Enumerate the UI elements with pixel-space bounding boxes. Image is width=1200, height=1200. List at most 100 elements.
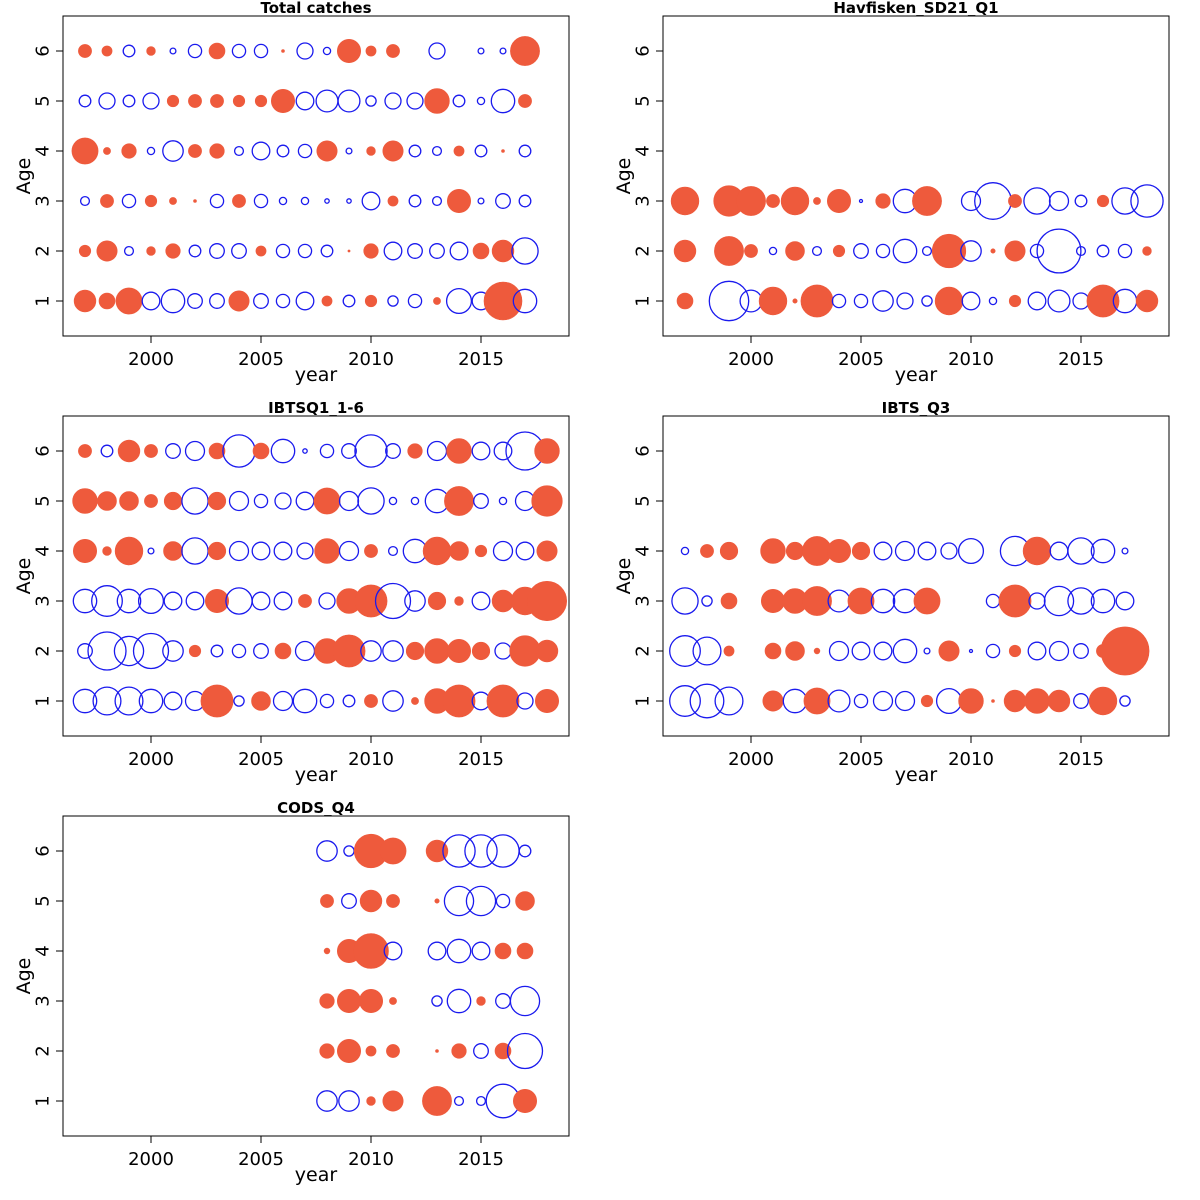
- bubble-positive: [1135, 289, 1159, 313]
- bubble-negative: [228, 490, 250, 512]
- bubble-positive: [938, 640, 960, 662]
- bubbles: [71, 36, 540, 321]
- y-axis: 1 2 3 4 5 6: [632, 445, 663, 707]
- bubble-negative: [452, 94, 466, 108]
- bubble-positive: [766, 194, 780, 208]
- bubble-negative: [122, 94, 136, 108]
- bubble-positive: [442, 684, 476, 718]
- bubble-negative: [404, 590, 426, 612]
- bubble-negative: [365, 95, 377, 107]
- bubble-positive: [826, 538, 851, 563]
- bubble-negative: [273, 541, 293, 561]
- bubble-negative: [231, 643, 247, 659]
- x-tick-label: 2010: [348, 1149, 394, 1170]
- bubble-positive: [205, 588, 230, 613]
- panel-title: CODS_Q4: [277, 799, 355, 817]
- y-tick-label: 1: [632, 295, 653, 306]
- bubble-negative: [442, 834, 476, 868]
- y-axis-label: Age: [13, 158, 35, 195]
- x-tick-label: 2005: [238, 1149, 284, 1170]
- bubble-positive: [1008, 294, 1022, 308]
- bubble-positive: [990, 248, 996, 254]
- bubble-positive: [483, 281, 523, 321]
- x-tick-label: 2005: [238, 349, 284, 370]
- bubble-positive: [762, 690, 784, 712]
- bubble-negative: [1074, 194, 1088, 208]
- bubble-negative: [475, 1095, 487, 1107]
- bubble-negative: [515, 541, 535, 561]
- bubble-positive: [208, 442, 226, 460]
- bubble-positive: [103, 147, 111, 155]
- x-tick-label: 2000: [128, 349, 174, 370]
- bubble-negative: [708, 280, 750, 322]
- bubble-negative: [406, 92, 424, 110]
- bubble-negative: [471, 941, 491, 961]
- bubble-positive: [319, 993, 335, 1009]
- bubble-positive: [958, 688, 984, 714]
- bubble-positive: [451, 1043, 467, 1059]
- bubble-positive: [115, 287, 143, 315]
- bubble-positive: [1142, 246, 1152, 256]
- bubble-negative: [921, 245, 933, 257]
- bubble-negative: [471, 591, 491, 611]
- bubble-positive: [785, 241, 805, 261]
- bubble-positive: [494, 1042, 512, 1060]
- bubble-negative: [138, 688, 164, 714]
- bubble-positive: [382, 1090, 404, 1112]
- bubble-positive: [255, 245, 267, 257]
- y-tick-label: 6: [32, 45, 53, 56]
- y-tick-label: 5: [32, 95, 53, 106]
- bubble-positive: [851, 541, 871, 561]
- bubble-negative: [671, 587, 699, 615]
- bubble-positive: [336, 38, 361, 63]
- panel-ibts-q3: IBTS_Q3 2000 2005 2010 2015 1 2 3 4 5 6 year Age: [613, 399, 1170, 786]
- bubble-negative: [1043, 585, 1075, 617]
- bubble-negative: [297, 243, 313, 259]
- plot-frame: [62, 415, 570, 737]
- bubble-positive: [336, 988, 361, 1013]
- x-tick-label: 2015: [458, 749, 504, 770]
- bubble-positive: [847, 587, 875, 615]
- bubble-positive: [209, 143, 225, 159]
- bubble-negative: [322, 46, 332, 56]
- bubble-negative: [302, 448, 308, 454]
- bubble-positive: [386, 44, 400, 58]
- y-axis-label: Age: [613, 158, 635, 195]
- y-axis-label: Age: [13, 558, 35, 595]
- bubble-negative: [228, 540, 250, 562]
- bubble-negative: [917, 541, 937, 561]
- bubble-positive: [760, 538, 786, 564]
- bubble-negative: [253, 293, 269, 309]
- bubble-negative: [446, 938, 472, 964]
- bubble-negative: [495, 193, 511, 209]
- bubble-negative: [181, 537, 209, 565]
- bubble-negative: [295, 91, 315, 111]
- bubble-negative: [511, 237, 539, 265]
- bubble-negative: [165, 443, 181, 459]
- panel-title: IBTS_Q3: [882, 399, 951, 417]
- bubble-positive: [163, 541, 183, 561]
- x-tick-label: 2000: [128, 749, 174, 770]
- bubble-positive: [387, 195, 399, 207]
- bubble-positive: [119, 491, 139, 511]
- bubble-positive: [912, 186, 942, 216]
- bubble-positive: [422, 536, 452, 566]
- x-axis: 2000 2005 2010 2015: [128, 1136, 504, 1170]
- bubble-negative: [1067, 587, 1095, 615]
- panel-havfisken: Havfisken_SD21_Q1 2000 2005 2010 2015 1 2 3 4 5…: [613, 0, 1170, 386]
- bubble-positive: [931, 233, 967, 269]
- y-tick-label: 3: [32, 195, 53, 206]
- bubble-negative: [209, 193, 225, 209]
- bubble-positive: [72, 488, 98, 514]
- y-tick-label: 2: [632, 245, 653, 256]
- bubble-negative: [163, 591, 183, 611]
- bubble-positive: [1003, 689, 1027, 713]
- bubble-negative: [122, 44, 136, 58]
- bubble-negative: [894, 690, 916, 712]
- bubble-negative: [1096, 244, 1110, 258]
- bubble-positive: [166, 94, 180, 108]
- bubble-negative: [72, 588, 98, 614]
- bubble-positive: [518, 94, 532, 108]
- bubble-negative: [1121, 547, 1129, 555]
- bubble-positive: [516, 942, 534, 960]
